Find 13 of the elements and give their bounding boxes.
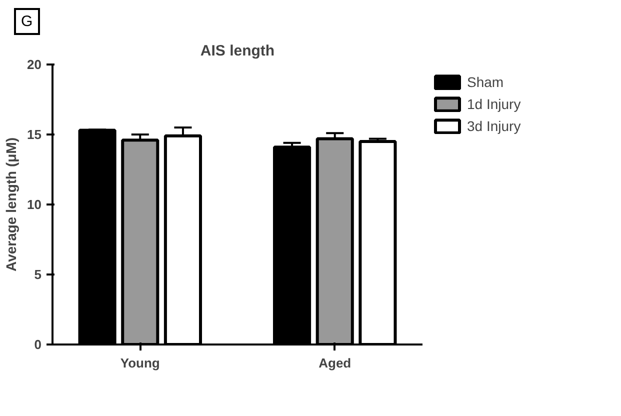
y-tick-label: 15 <box>27 127 42 142</box>
legend-label: 1d Injury <box>467 96 521 112</box>
y-axis-title: Average length (μM) <box>3 138 20 272</box>
y-tick-label: 20 <box>27 57 42 72</box>
x-tick-label: Young <box>120 356 160 371</box>
legend-label: Sham <box>467 74 504 90</box>
y-tick-label: 5 <box>34 267 42 282</box>
text: G <box>14 8 40 36</box>
chart-title: AIS length <box>200 42 275 60</box>
legend-label: 3d Injury <box>467 118 521 134</box>
y-tick-label: 0 <box>34 337 42 352</box>
x-tick-label: Aged <box>318 356 352 371</box>
y-tick-label: 10 <box>27 197 42 212</box>
